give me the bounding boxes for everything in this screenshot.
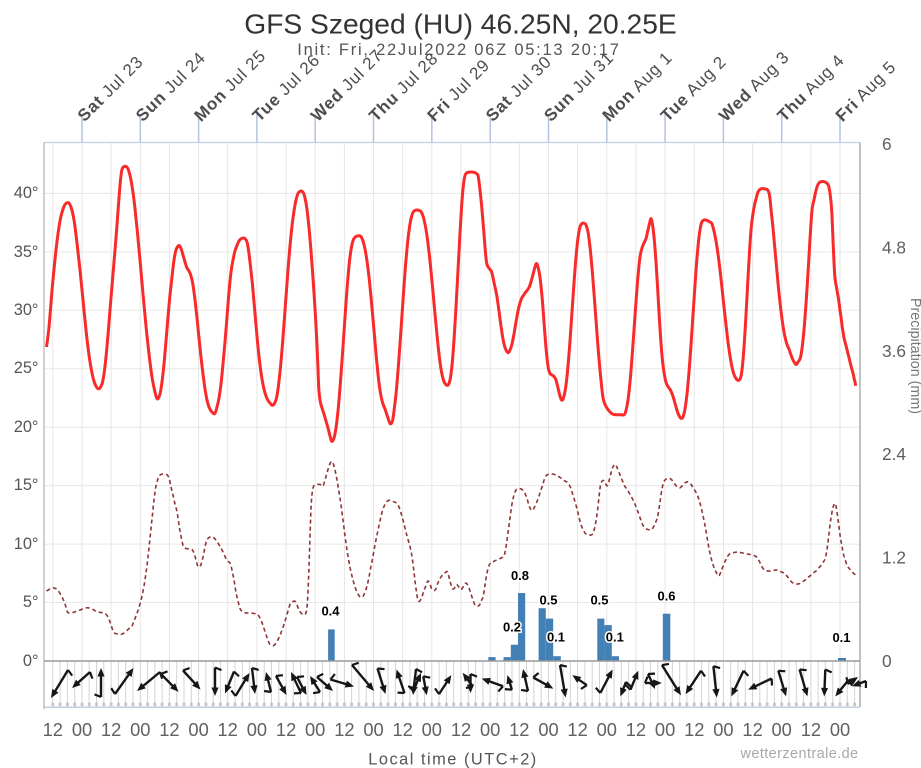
svg-text:Local time (UTC+2): Local time (UTC+2) bbox=[368, 751, 538, 768]
svg-text:0: 0 bbox=[882, 651, 892, 671]
svg-text:Precipitation (mm): Precipitation (mm) bbox=[907, 298, 921, 414]
svg-text:3.6: 3.6 bbox=[882, 341, 906, 361]
svg-text:00: 00 bbox=[480, 719, 500, 740]
svg-text:12: 12 bbox=[218, 719, 238, 740]
svg-text:40°: 40° bbox=[14, 184, 39, 202]
svg-text:12: 12 bbox=[276, 719, 296, 740]
svg-text:00: 00 bbox=[188, 719, 208, 740]
svg-text:0.5: 0.5 bbox=[539, 593, 557, 608]
svg-text:35°: 35° bbox=[14, 243, 39, 261]
svg-text:15°: 15° bbox=[14, 476, 39, 494]
svg-text:0.8: 0.8 bbox=[511, 568, 529, 583]
svg-text:0.6: 0.6 bbox=[657, 589, 675, 604]
svg-text:25°: 25° bbox=[14, 359, 39, 377]
svg-text:12: 12 bbox=[393, 719, 413, 740]
svg-text:00: 00 bbox=[538, 719, 558, 740]
svg-text:00: 00 bbox=[655, 719, 675, 740]
svg-text:00: 00 bbox=[772, 719, 792, 740]
svg-text:12: 12 bbox=[334, 719, 354, 740]
svg-text:5°: 5° bbox=[23, 593, 39, 611]
svg-text:12: 12 bbox=[801, 719, 821, 740]
svg-text:12: 12 bbox=[43, 719, 63, 740]
svg-text:00: 00 bbox=[422, 719, 442, 740]
svg-text:0.1: 0.1 bbox=[547, 630, 565, 645]
svg-text:GFS Szeged (HU) 46.25N, 20.25E: GFS Szeged (HU) 46.25N, 20.25E bbox=[244, 8, 676, 40]
svg-text:Init: Fri, 22Jul2022 06Z 05:13: Init: Fri, 22Jul2022 06Z 05:13 20:17 bbox=[297, 41, 621, 59]
svg-text:00: 00 bbox=[305, 719, 325, 740]
svg-text:wetterzentrale.de: wetterzentrale.de bbox=[739, 746, 858, 762]
svg-text:0.4: 0.4 bbox=[321, 604, 340, 619]
svg-text:0.2: 0.2 bbox=[503, 620, 521, 635]
svg-text:00: 00 bbox=[830, 719, 850, 740]
svg-text:00: 00 bbox=[130, 719, 150, 740]
svg-text:12: 12 bbox=[742, 719, 762, 740]
svg-text:12: 12 bbox=[684, 719, 704, 740]
svg-text:4.8: 4.8 bbox=[882, 237, 906, 257]
svg-text:0.1: 0.1 bbox=[832, 630, 850, 645]
svg-text:12: 12 bbox=[159, 719, 179, 740]
svg-text:0°: 0° bbox=[23, 652, 39, 670]
svg-text:00: 00 bbox=[597, 719, 617, 740]
svg-text:0.5: 0.5 bbox=[590, 593, 608, 608]
svg-text:00: 00 bbox=[713, 719, 733, 740]
svg-text:00: 00 bbox=[247, 719, 267, 740]
svg-text:00: 00 bbox=[363, 719, 383, 740]
svg-text:12: 12 bbox=[509, 719, 529, 740]
svg-text:12: 12 bbox=[451, 719, 471, 740]
svg-text:1.2: 1.2 bbox=[882, 548, 906, 568]
svg-text:10°: 10° bbox=[14, 535, 39, 553]
svg-text:00: 00 bbox=[72, 719, 92, 740]
svg-text:12: 12 bbox=[567, 719, 587, 740]
svg-text:20°: 20° bbox=[14, 418, 39, 436]
svg-text:12: 12 bbox=[101, 719, 121, 740]
svg-text:6: 6 bbox=[882, 134, 892, 154]
svg-text:30°: 30° bbox=[14, 301, 39, 319]
svg-text:0.1: 0.1 bbox=[606, 630, 624, 645]
svg-text:2.4: 2.4 bbox=[882, 444, 906, 464]
svg-text:12: 12 bbox=[626, 719, 646, 740]
